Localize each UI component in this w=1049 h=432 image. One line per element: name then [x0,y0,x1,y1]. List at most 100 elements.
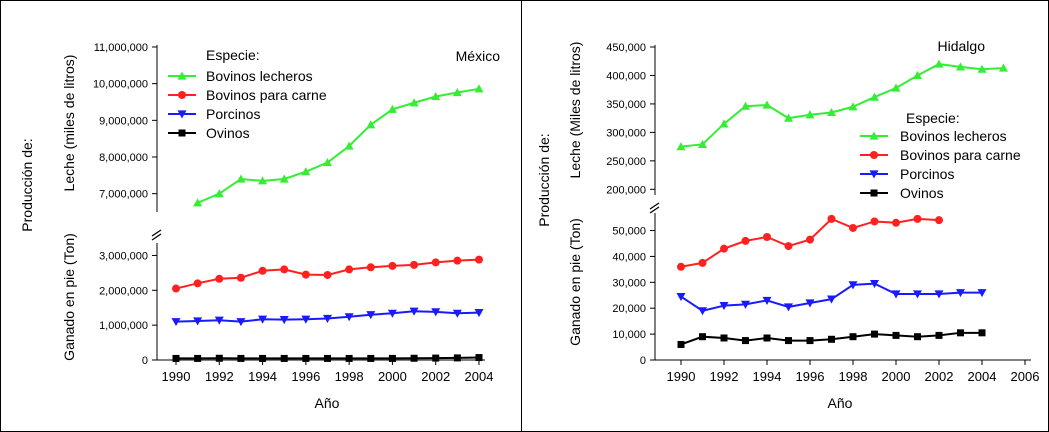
chart-title: México [456,48,501,64]
y-tick-label: 2,000,000 [99,285,148,297]
legend-marker [178,91,186,99]
x-tick-label: 2004 [465,369,494,384]
outer-ylabel: Producción de: [19,138,35,231]
data-point [214,189,224,198]
data-point [676,142,686,151]
legend-marker [869,131,879,140]
legend-marker [870,189,878,197]
data-point [453,354,461,362]
legend-entry: Porcinos [900,166,954,182]
legend-entry: Bovinos para carne [206,87,327,103]
legend-entry: Bovinos lecheros [900,128,1007,144]
y-tick-label: 20,000 [612,303,646,315]
data-point [956,62,965,71]
data-point [784,303,793,312]
data-point [741,300,750,309]
x-tick-label: 2006 [1011,369,1040,384]
data-point [913,70,922,80]
data-point [172,354,180,362]
data-point [849,223,857,232]
data-point [698,258,707,267]
data-point [344,141,354,150]
y-tick-label: 11,000,000 [94,42,148,54]
milk-ylabel: Leche (miles de litros) [61,55,77,192]
data-point [453,256,462,265]
data-point [762,296,772,305]
data-point [784,242,793,251]
legend-marker [870,151,878,159]
series-line [197,87,480,204]
x-tick-label: 1990 [667,369,696,384]
data-point [956,289,965,298]
data-point [259,354,267,362]
data-point [409,307,419,316]
data-point [474,309,484,318]
data-point [892,218,900,227]
data-point [193,317,203,326]
x-tick-label: 2002 [421,369,450,384]
y-tick-label: 7,000,000 [99,189,148,201]
data-point [913,290,922,299]
data-point [301,167,311,176]
data-point [344,313,354,322]
data-point [258,176,268,185]
data-point [978,329,986,337]
data-point [431,92,441,101]
data-point [323,270,332,279]
data-point [871,330,878,338]
data-point [387,309,397,318]
data-point [698,139,707,148]
data-point [410,260,419,269]
data-point [279,174,289,183]
data-point [171,318,181,327]
chart-mexico: México Producción de: Leche (miles de li… [19,42,500,411]
data-point [849,333,857,341]
data-point [741,236,750,245]
y-tick-label: 350,000 [606,99,646,111]
data-point [431,308,441,317]
data-point [193,198,203,207]
data-point [279,315,289,325]
series-line [680,63,1004,148]
data-point [431,258,440,267]
legend-marker [177,71,187,80]
data-point [848,102,858,111]
data-point [934,290,944,299]
data-point [194,354,202,362]
data-point [474,84,484,93]
x-tick-label: 1990 [162,369,191,384]
data-point [215,274,224,283]
data-point [934,59,944,68]
data-point [805,299,815,308]
data-point [891,290,901,299]
data-point [935,331,943,339]
livestock-ylabel: Ganado en pie (Ton) [567,218,583,346]
y-tick-label: 300,000 [606,127,646,139]
legend-title: Especie: [906,110,960,126]
data-point [913,214,922,223]
data-point [762,100,772,109]
data-point [366,311,376,320]
data-point [193,279,202,288]
data-point [366,263,375,272]
y-tick-label: 40,000 [612,251,646,263]
legend-title: Especie: [206,47,260,63]
data-point [324,354,331,362]
data-point [977,64,987,73]
data-point [827,107,836,117]
data-point [409,98,419,107]
x-tick-label: 1996 [796,369,825,384]
x-tick-label: 1994 [248,369,277,384]
x-tick-label: 2000 [378,369,407,384]
data-point [892,331,900,339]
data-point [957,329,964,337]
data-point [719,119,729,128]
legend-marker [177,110,187,119]
y-tick-label: 30,000 [612,277,646,289]
y-tick-label: 3,000,000 [99,250,148,262]
data-point [215,354,223,362]
data-point [258,315,268,324]
x-tick-label: 1996 [291,369,320,384]
data-point [848,281,858,290]
